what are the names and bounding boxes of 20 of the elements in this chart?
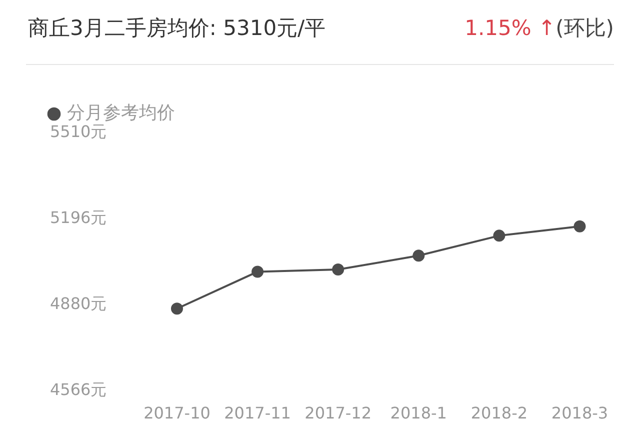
point (412, 250, 425, 262)
text: 1.15% ↑ (464, 16, 556, 40)
y-tick-label: 4566元 (50, 380, 107, 399)
point (574, 220, 586, 232)
y-tick-label: 5196元 (50, 208, 107, 227)
x-tick-label: 2018-1 (390, 404, 447, 423)
y-tick-label: 4880元 (50, 294, 107, 314)
point (170, 302, 183, 315)
x-tick-label: 2018-3 (551, 404, 608, 423)
y-tick-label: 5510元 (50, 122, 107, 142)
x-tick-label: 2017-12 (304, 404, 372, 423)
chart-title: 商丘3月二手房均价: 5310元/平 (28, 15, 326, 42)
point (332, 264, 344, 276)
x-tick-label: 2017-10 (144, 404, 210, 423)
legend-label: 分月参考均价 (67, 102, 175, 124)
text: (环比) (556, 16, 614, 40)
point (493, 230, 506, 242)
x-tick-label: 2018-2 (470, 404, 528, 423)
point (252, 266, 264, 278)
x-tick-label: 2017-11 (224, 404, 291, 423)
